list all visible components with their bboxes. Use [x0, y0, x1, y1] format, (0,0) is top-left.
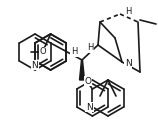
Text: N: N — [125, 59, 131, 69]
Text: H: H — [125, 7, 131, 16]
Text: O: O — [85, 76, 91, 85]
Text: H: H — [71, 48, 77, 56]
Text: N: N — [86, 102, 93, 111]
Text: H: H — [87, 44, 93, 53]
Polygon shape — [79, 60, 85, 80]
Text: N: N — [32, 60, 38, 70]
Text: O: O — [39, 48, 46, 56]
